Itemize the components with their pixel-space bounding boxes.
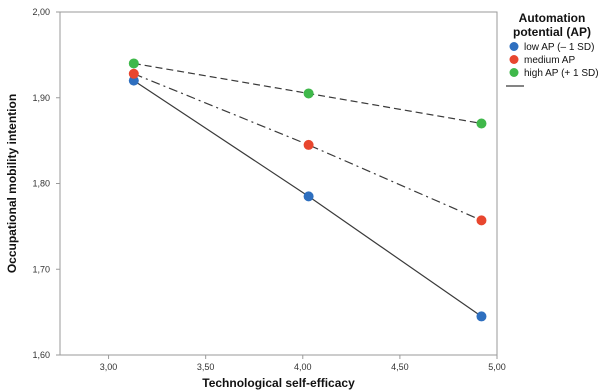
medium-ap-point [303,139,314,150]
y-tick-label: 1,80 [32,179,50,189]
plot-area [59,11,498,356]
x-tick-label: 4,50 [391,362,409,372]
medium-ap-line [133,73,482,221]
low-ap-point [303,191,314,202]
x-tick-label: 3,50 [197,362,215,372]
low-ap-point [476,311,487,322]
y-tick-label: 1,90 [32,93,50,103]
low-ap-point [128,75,139,86]
legend-label: medium AP [524,55,575,66]
high-ap-point [303,88,314,99]
medium-ap-point [476,215,487,226]
legend-title-line: Automation [519,11,586,25]
y-tick-label: 1,70 [32,264,50,274]
medium-ap-point [128,68,139,79]
legend-marker [509,42,519,51]
x-tick-label: 4,00 [294,362,312,372]
x-tick-label: 3,00 [100,362,118,372]
y-tick-label: 2,00 [32,7,50,17]
plot-frame [59,11,498,356]
x-axis-title: Technological self-efficacy [202,376,355,390]
y-tick-label: 1,60 [32,350,50,360]
legend-marker [509,55,519,64]
legend-marker [509,68,519,77]
axes: 3,00 3,50 4,00 4,50 5,00 1,60 1,70 1,80 1,90 2,00 [32,7,505,372]
high-ap-point [128,58,139,69]
x-tick-label: 5,00 [488,362,506,372]
legend-label: low AP (– 1 SD) [524,42,594,53]
y-axis-title: Occupational mobility intention [5,94,19,273]
legend-label: high AP (+ 1 SD) [524,68,599,79]
high-ap-point [476,118,487,129]
legend-title-line: potential (AP) [513,25,591,39]
series-layer [128,58,487,322]
